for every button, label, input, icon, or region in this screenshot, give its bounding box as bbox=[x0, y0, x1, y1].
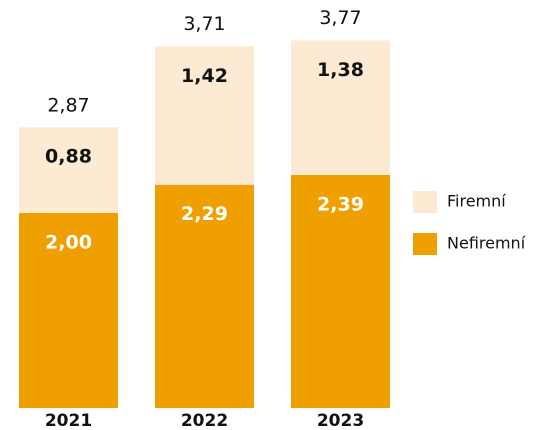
legend-label: Firemní bbox=[447, 192, 506, 211]
x-tick-label: 2022 bbox=[181, 411, 228, 430]
bar-segment bbox=[291, 174, 390, 408]
bar-segment bbox=[291, 40, 390, 175]
total-label: 3,71 bbox=[183, 13, 225, 35]
legend-swatch bbox=[413, 191, 437, 213]
value-label: 1,38 bbox=[317, 59, 364, 81]
x-tick-label: 2023 bbox=[317, 411, 364, 430]
legend-swatch bbox=[413, 233, 437, 255]
x-tick-label: 2021 bbox=[45, 411, 92, 430]
value-label: 2,29 bbox=[181, 203, 228, 225]
bar-segment bbox=[19, 213, 118, 408]
value-label: 2,00 bbox=[45, 232, 92, 254]
value-label: 2,39 bbox=[317, 193, 364, 215]
total-label: 3,77 bbox=[319, 7, 361, 29]
bar-segment bbox=[19, 127, 118, 213]
value-label: 1,42 bbox=[181, 65, 228, 87]
total-label: 2,87 bbox=[47, 95, 89, 117]
bar-segment bbox=[155, 46, 254, 185]
bar-segment bbox=[155, 184, 254, 408]
value-label: 0,88 bbox=[45, 146, 92, 168]
legend-label: Nefiremní bbox=[447, 234, 526, 253]
